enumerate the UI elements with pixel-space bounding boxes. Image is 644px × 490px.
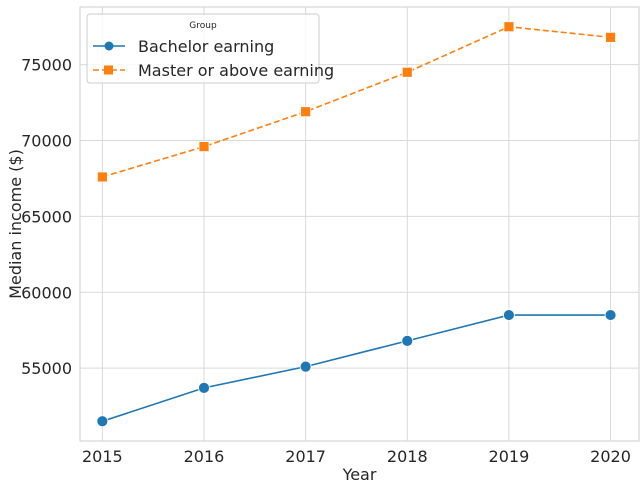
data-point (96, 415, 109, 428)
x-tick-label: 2016 (184, 447, 225, 466)
data-point (503, 309, 515, 321)
y-tick-labels: 55000 60000 65000 70000 75000 (21, 56, 72, 378)
x-tick-label: 2020 (590, 447, 631, 466)
y-tick-label: 75000 (21, 56, 72, 75)
data-point (299, 360, 312, 373)
data-point (401, 66, 413, 78)
y-tick-label: 60000 (21, 283, 72, 302)
series-layer (96, 21, 617, 428)
x-axis-label: Year (342, 465, 377, 484)
x-tick-label: 2018 (387, 447, 428, 466)
x-tick-labels: 2015 2016 2017 2018 2019 2020 (82, 447, 631, 466)
legend-title: Group (189, 21, 217, 31)
data-point (503, 21, 515, 33)
legend-marker (104, 65, 113, 75)
y-tick-label: 65000 (21, 207, 72, 226)
legend-entry: Bachelor earning (93, 37, 274, 56)
legend-entry: Master or above earning (93, 61, 334, 80)
legend: Group Bachelor earning Master or above ea… (86, 13, 334, 84)
legend-entries: Bachelor earning Master or above earning (93, 37, 334, 80)
data-point (198, 141, 210, 153)
legend-label: Master or above earning (138, 61, 334, 80)
series-line (102, 25, 611, 178)
y-axis-label: Median income ($) (6, 149, 25, 299)
legend-label: Bachelor earning (138, 37, 274, 56)
data-point (300, 106, 312, 118)
y-tick-label: 70000 (21, 132, 72, 151)
series-line (102, 314, 611, 423)
x-tick-label: 2015 (82, 447, 123, 466)
data-point (604, 309, 617, 321)
y-tick-label: 55000 (21, 359, 72, 378)
x-tick-label: 2019 (489, 447, 530, 466)
x-tick-label: 2017 (285, 447, 326, 466)
data-point (401, 334, 414, 347)
series-2 (96, 21, 616, 183)
legend-frame (86, 13, 320, 84)
series-1 (96, 309, 617, 428)
data-point (605, 31, 616, 43)
data-point (198, 381, 210, 394)
data-point (96, 171, 108, 183)
legend-marker (104, 41, 114, 51)
